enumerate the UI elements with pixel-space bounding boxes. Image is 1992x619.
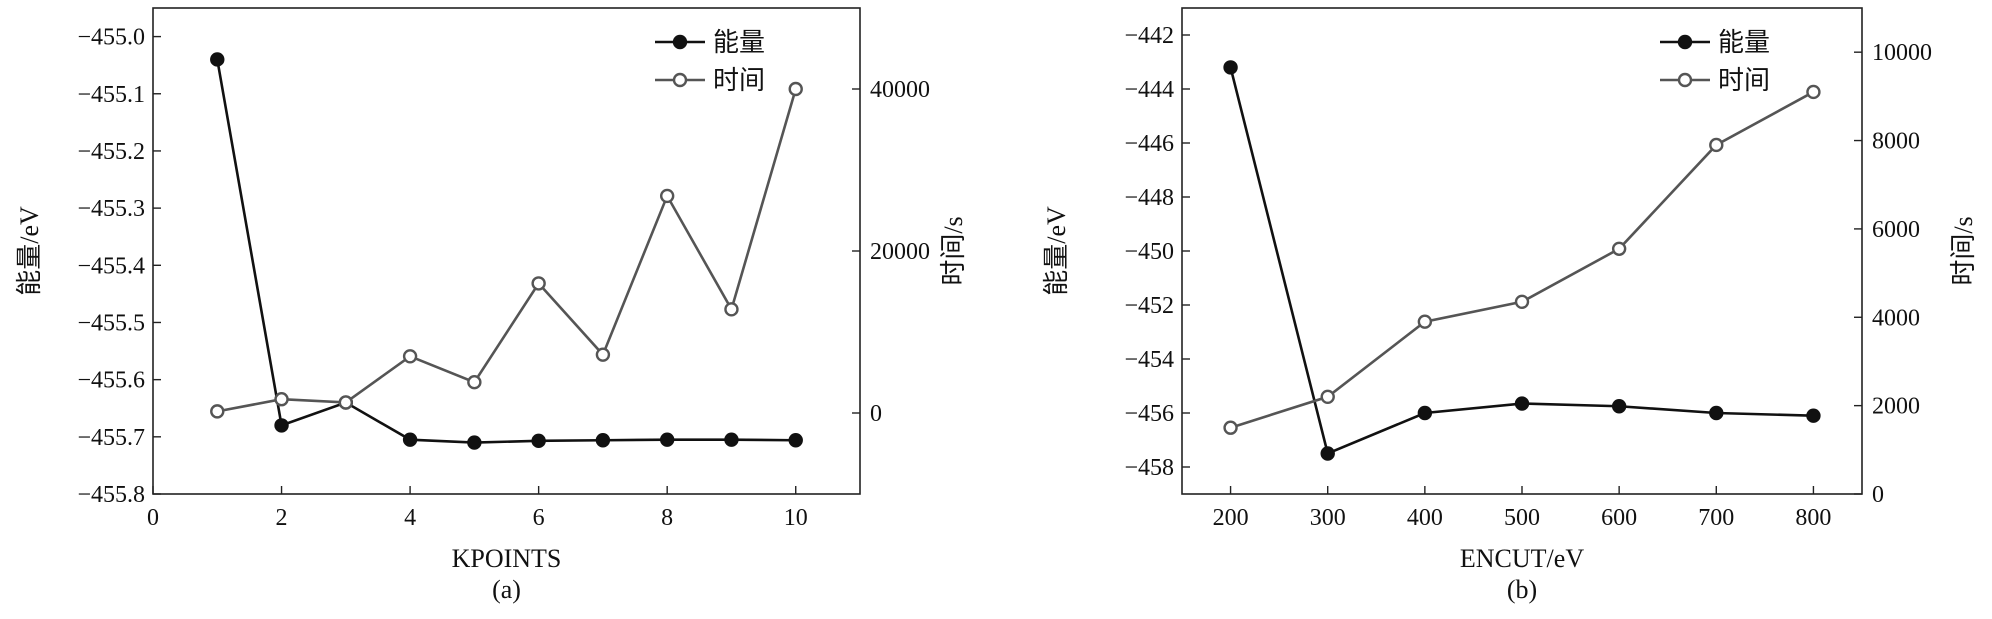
x-tick-label: 600 — [1601, 505, 1637, 531]
y2-axis-title: 时间/s — [939, 216, 968, 285]
y-tick-label: −455.5 — [77, 310, 145, 336]
data-point-time — [1417, 314, 1433, 329]
data-point-energy — [467, 435, 482, 450]
data-point-time — [1611, 241, 1627, 256]
data-point-energy — [1223, 60, 1238, 75]
y-tick-label: −454 — [1124, 347, 1174, 373]
y-tick-label: −442 — [1124, 23, 1174, 49]
data-point-time — [210, 404, 225, 419]
y-tick-label: −455.8 — [77, 482, 145, 508]
x-tick-label: 8 — [661, 505, 673, 531]
data-point-energy — [210, 52, 225, 67]
x-tick-label: 300 — [1310, 505, 1346, 531]
data-point-time — [531, 276, 546, 291]
data-point-time — [595, 347, 611, 362]
x-tick-label: 2 — [276, 505, 288, 531]
y2-tick-label: 8000 — [1872, 129, 1920, 155]
panel-b: 200 300 400 500 600 700 800 −458 −456 −454 −452 −45… — [1042, 7, 1978, 604]
legend-marker — [672, 34, 688, 50]
y2-tick-label: 4000 — [1872, 305, 1920, 331]
y2-tick-label: 20000 — [870, 239, 930, 265]
y-tick-label: −450 — [1124, 239, 1174, 265]
data-point-time — [1320, 389, 1335, 404]
x-axis-title: KPOINTS — [452, 544, 562, 573]
data-point-time — [467, 375, 482, 390]
series-line-time — [1230, 90, 1815, 429]
data-point-time — [274, 392, 289, 407]
legend-marker — [1677, 72, 1693, 88]
data-point-energy — [1417, 405, 1433, 421]
data-point-time — [402, 349, 418, 364]
data-point-energy — [1320, 446, 1335, 461]
series-line-energy — [215, 59, 796, 444]
y-tick-label: −455.1 — [77, 82, 145, 108]
y-tick-label: −446 — [1124, 131, 1174, 157]
y2-tick-label: 10000 — [1872, 40, 1932, 66]
legend-marker — [1677, 34, 1693, 50]
panel-label: (b) — [1507, 575, 1537, 604]
x-tick-label: 500 — [1504, 505, 1540, 531]
y-axis-title: 能量/eV — [15, 206, 44, 296]
y-tick-label: −455.2 — [77, 139, 145, 165]
data-point-time — [1514, 294, 1530, 310]
data-point-energy — [659, 432, 675, 447]
panel-a: 0 2 4 6 8 10 −455.8 −455.7 −455.6 −455.5 −455.4 −45… — [15, 7, 968, 604]
data-point-energy — [274, 418, 289, 433]
data-point-time — [1806, 84, 1821, 100]
legend-label: 时间 — [1718, 66, 1770, 95]
x-tick-label: 400 — [1407, 505, 1443, 531]
y-tick-label: −444 — [1124, 77, 1174, 103]
data-point-time — [1223, 420, 1238, 435]
data-point-time — [338, 395, 354, 410]
data-point-energy — [1611, 399, 1627, 414]
y2-tick-label: 0 — [1872, 482, 1884, 508]
y-axis-title: 能量/eV — [1042, 206, 1071, 296]
x-tick-label: 4 — [404, 505, 416, 531]
x-tick-label: 10 — [784, 505, 808, 531]
data-point-time — [659, 188, 675, 204]
data-point-energy — [1806, 408, 1821, 423]
y-tick-label: −455.3 — [77, 196, 145, 222]
x-tick-label: 200 — [1213, 505, 1249, 531]
x-tick-label: 6 — [533, 505, 545, 531]
series-line-energy — [1229, 67, 1814, 456]
data-point-time — [788, 81, 803, 97]
y-tick-label: −455.6 — [77, 368, 145, 394]
data-point-energy — [788, 433, 803, 448]
data-point-energy — [724, 432, 739, 447]
y-tick-label: −456 — [1124, 401, 1174, 427]
y2-tick-label: 40000 — [870, 77, 930, 103]
series-line-time — [217, 88, 797, 413]
legend-marker — [672, 72, 688, 88]
data-point-energy — [1514, 396, 1530, 411]
data-point-energy — [402, 432, 418, 447]
x-tick-label: 700 — [1698, 505, 1734, 531]
y-tick-label: −455.7 — [77, 425, 145, 451]
legend-label: 能量 — [713, 28, 765, 57]
y-tick-label: −452 — [1124, 293, 1174, 319]
data-point-energy — [595, 433, 611, 448]
y-tick-label: −455.4 — [77, 253, 145, 279]
x-axis-title: ENCUT/eV — [1460, 544, 1584, 573]
data-point-energy — [1709, 405, 1724, 421]
y2-tick-label: 0 — [870, 401, 882, 427]
y-tick-label: −458 — [1124, 455, 1174, 481]
legend-label: 时间 — [713, 66, 765, 95]
y2-tick-label: 2000 — [1872, 394, 1920, 420]
data-point-time — [1709, 137, 1724, 153]
y-tick-label: −455.0 — [77, 25, 145, 51]
x-tick-label: 800 — [1795, 505, 1831, 531]
y2-axis-title: 时间/s — [1949, 216, 1978, 285]
data-point-energy — [531, 433, 546, 449]
y2-tick-label: 6000 — [1872, 217, 1920, 243]
data-point-time — [724, 302, 739, 317]
y-tick-label: −448 — [1124, 185, 1174, 211]
panel-label: (a) — [492, 575, 521, 604]
x-tick-label: 0 — [147, 505, 159, 531]
legend-label: 能量 — [1718, 28, 1770, 57]
